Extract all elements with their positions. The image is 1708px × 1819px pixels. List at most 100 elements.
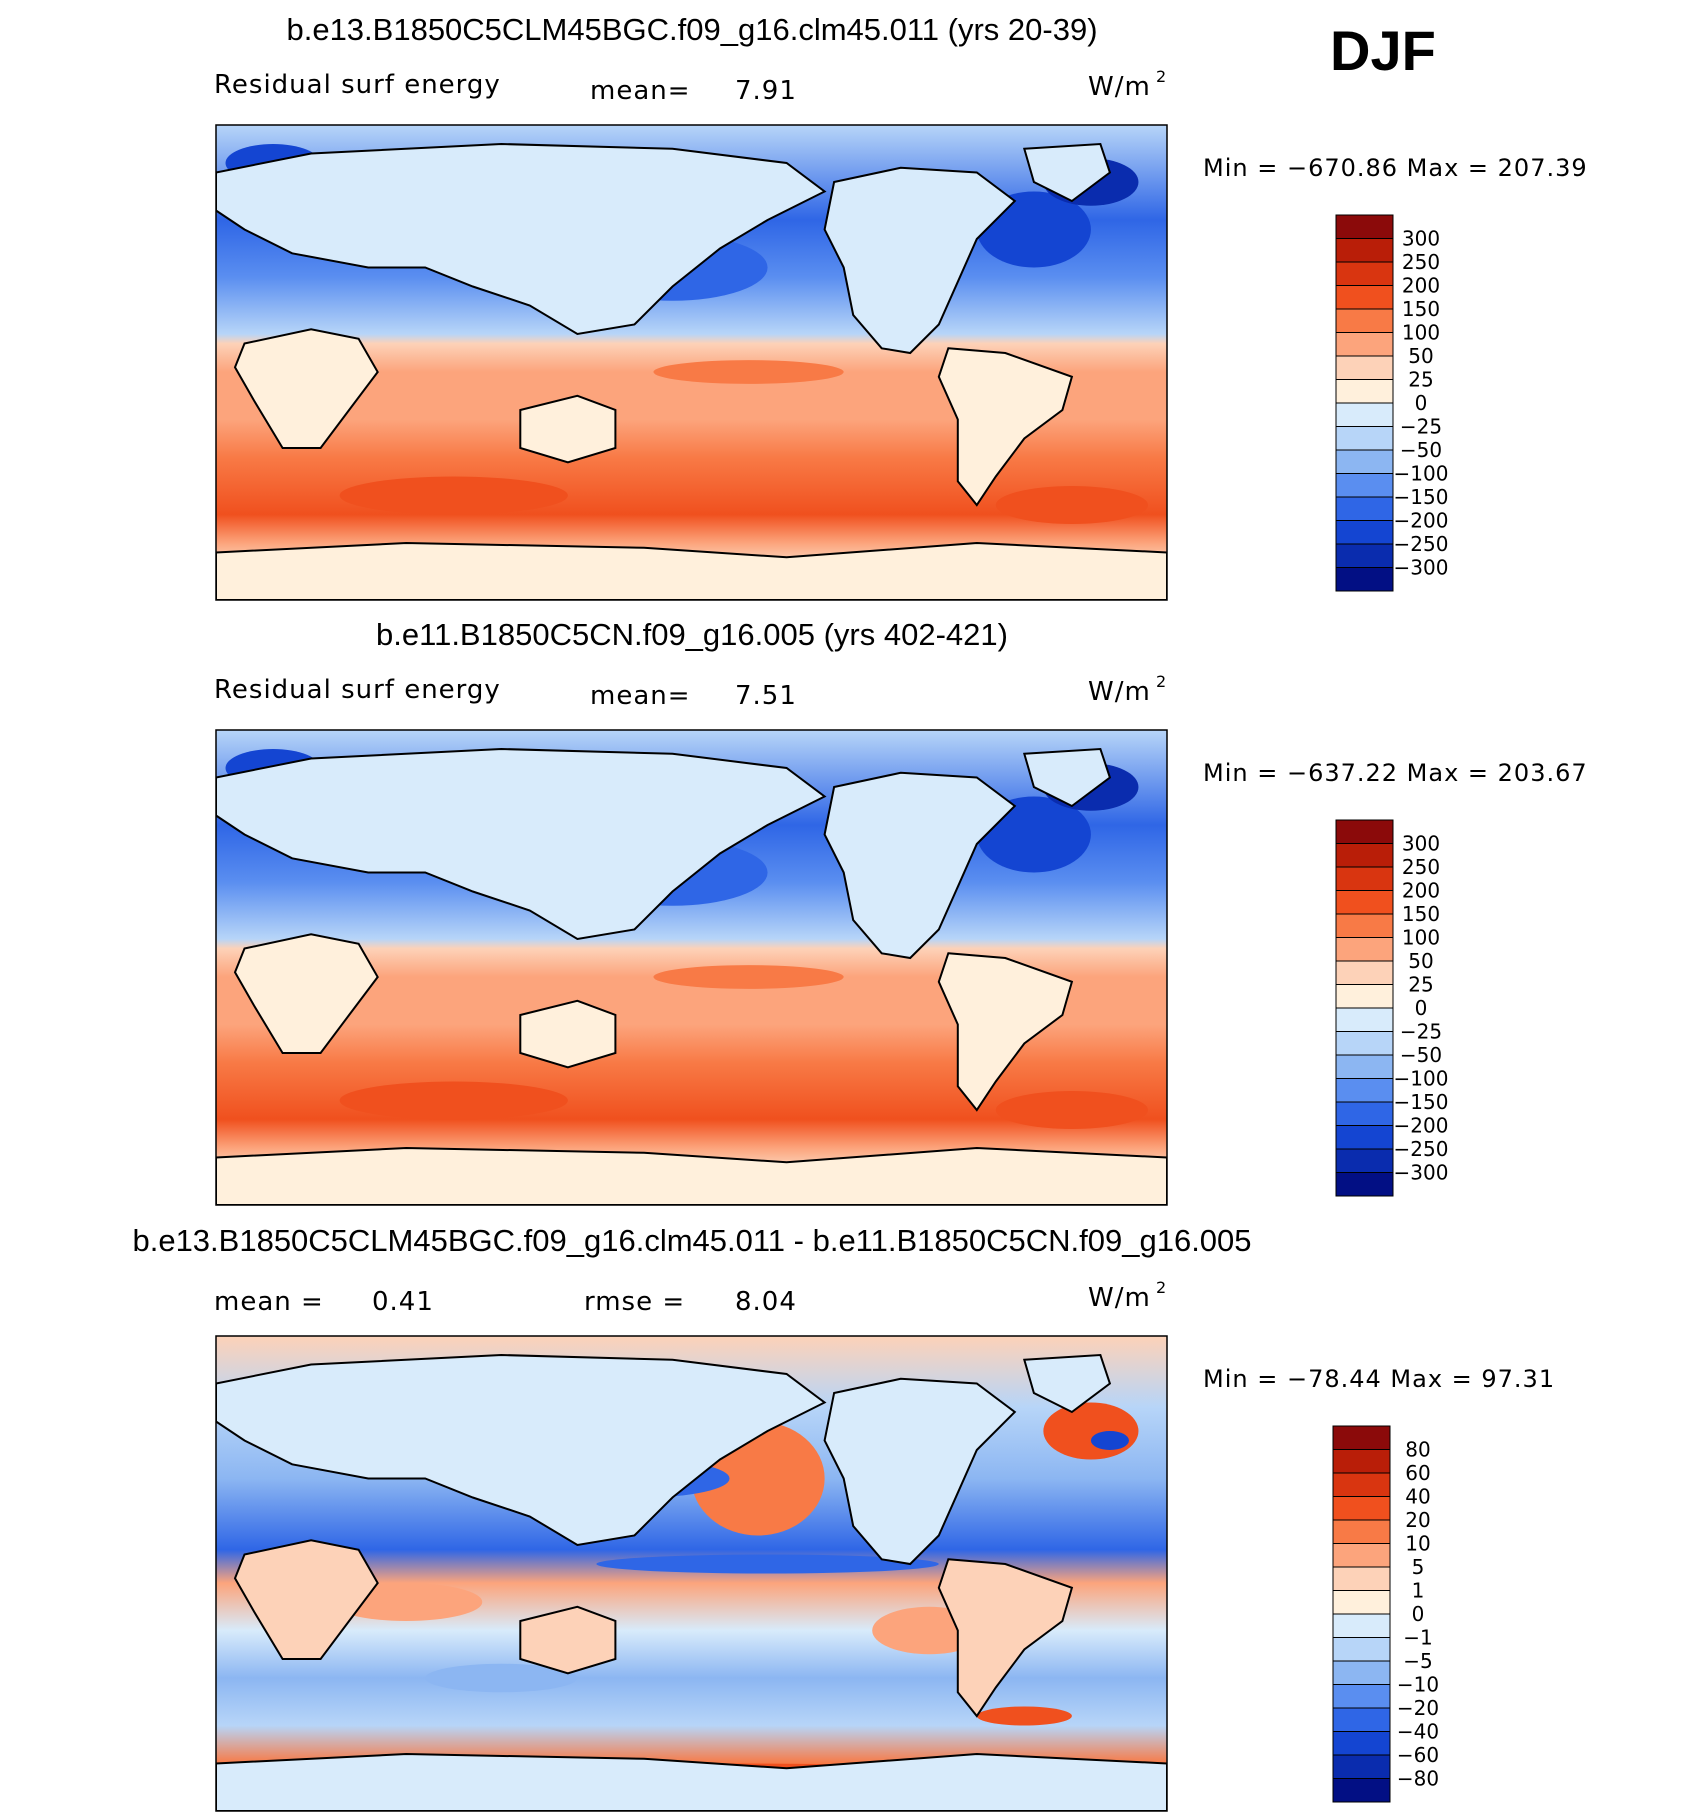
colorbar: 30025020015010050250−25−50−100−150−200−2…	[1335, 214, 1449, 592]
map-field	[216, 1336, 1167, 1811]
colorbar-swatch	[1332, 1778, 1391, 1803]
colorbar-tick-label: 10	[1405, 1532, 1430, 1556]
units-label: W/m	[1088, 677, 1151, 707]
colorbar-tick-label: −1	[1403, 1626, 1432, 1650]
colorbar-tick-label: −5	[1403, 1649, 1432, 1673]
land-americaN	[823, 1377, 1017, 1566]
colorbar-swatch	[1332, 1731, 1391, 1756]
colorbar-swatch	[1335, 1031, 1394, 1056]
colorbar-tick-label: 60	[1405, 1461, 1430, 1485]
colorbar-swatch	[1335, 1054, 1394, 1079]
colorbar-tick-label: −200	[1394, 509, 1449, 533]
panel-title: b.e13.B1850C5CLM45BGC.f09_g16.clm45.011 …	[286, 12, 1097, 47]
panel-title: b.e11.B1850C5CN.f09_g16.005 (yrs 402-421…	[376, 617, 1008, 652]
colorbar-tick-label: 50	[1408, 344, 1433, 368]
stat2-label: rmse =	[584, 1287, 685, 1317]
map-field	[216, 125, 1167, 600]
colorbar-swatch	[1335, 238, 1394, 263]
land-eurasia	[216, 747, 827, 941]
colorbar-swatch	[1335, 473, 1394, 498]
stat1-value: 0.41	[372, 1287, 434, 1317]
colorbar-tick-label: −300	[1394, 1161, 1449, 1185]
colorbar-swatch	[1335, 984, 1394, 1009]
colorbar-swatch	[1335, 937, 1394, 962]
land-greenland	[1022, 747, 1112, 808]
stat2-value: 8.04	[735, 1287, 797, 1317]
colorbar-swatch	[1335, 402, 1394, 427]
land-greenland	[1022, 1353, 1112, 1414]
min-max-label: Min = −78.44 Max = 97.31	[1203, 1365, 1555, 1393]
panel-difference: b.e13.B1850C5CLM45BGC.f09_g16.clm45.011 …	[132, 1223, 1555, 1812]
colorbar-tick-label: −150	[1394, 485, 1449, 509]
stat1-value: 7.91	[735, 76, 797, 106]
colorbar-tick-label: 200	[1402, 879, 1440, 903]
land-antarctic	[216, 541, 1167, 600]
units-superscript: 2	[1156, 672, 1167, 691]
colorbar-swatch	[1335, 520, 1394, 545]
stat1-value: 7.51	[735, 681, 797, 711]
colorbar-tick-label: 25	[1408, 973, 1433, 997]
land-greenland	[1022, 142, 1112, 203]
colorbar-tick-label: −250	[1394, 532, 1449, 556]
land-australia	[519, 1605, 617, 1675]
colorbar-swatch	[1335, 261, 1394, 286]
colorbar-swatch	[1332, 1660, 1391, 1685]
land-africa	[233, 328, 379, 449]
min-max-label: Min = −670.86 Max = 207.39	[1203, 154, 1588, 182]
colorbar-tick-label: −80	[1397, 1767, 1439, 1791]
colorbar-swatch	[1335, 449, 1394, 474]
colorbar-tick-label: −60	[1397, 1743, 1439, 1767]
colorbar-swatch	[1335, 960, 1394, 985]
colorbar-swatch	[1332, 1449, 1391, 1474]
colorbar-swatch	[1335, 379, 1394, 404]
colorbar-swatch	[1332, 1566, 1391, 1591]
colorbar-swatch	[1332, 1590, 1391, 1615]
land-australia	[519, 999, 617, 1069]
colorbar-swatch	[1335, 1148, 1394, 1173]
colorbar-tick-label: 300	[1402, 832, 1440, 856]
colorbar-tick-label: 0	[1412, 1602, 1425, 1626]
colorbar-swatch	[1335, 1172, 1394, 1197]
colorbar-swatch	[1335, 543, 1394, 568]
land-americaS	[937, 1558, 1074, 1718]
colorbar-tick-label: 300	[1402, 227, 1440, 251]
colorbar-tick-label: −100	[1394, 462, 1449, 486]
map-frame	[215, 729, 1168, 1206]
colorbar-tick-label: 0	[1415, 391, 1428, 415]
colorbar-tick-label: 100	[1402, 926, 1440, 950]
colorbar-swatch	[1332, 1754, 1391, 1779]
colorbar-tick-label: −10	[1397, 1673, 1439, 1697]
colorbar-swatch	[1335, 567, 1394, 592]
colorbar-swatch	[1335, 1101, 1394, 1126]
colorbar-tick-label: −50	[1400, 438, 1442, 462]
colorbar-tick-label: −250	[1394, 1137, 1449, 1161]
colorbar-swatch	[1332, 1519, 1391, 1544]
colorbar-tick-label: −25	[1400, 415, 1442, 439]
colorbar-tick-label: −300	[1394, 556, 1449, 580]
colorbar-tick-label: −150	[1394, 1090, 1449, 1114]
colorbar-swatch	[1335, 866, 1394, 891]
stat1-label: mean=	[590, 681, 691, 711]
colorbar-swatch	[1332, 1496, 1391, 1521]
min-max-label: Min = −637.22 Max = 203.67	[1203, 759, 1588, 787]
map-field	[216, 730, 1167, 1205]
panel-title: b.e13.B1850C5CLM45BGC.f09_g16.clm45.011 …	[132, 1223, 1251, 1258]
colorbar-tick-label: 20	[1405, 1508, 1430, 1532]
colorbar-tick-label: 100	[1402, 321, 1440, 345]
colorbar-swatch	[1335, 214, 1394, 239]
colorbar-tick-label: 5	[1412, 1555, 1425, 1579]
colorbar-swatch	[1332, 1425, 1391, 1450]
colorbar-swatch	[1335, 285, 1394, 310]
season-label: DJF	[1330, 19, 1436, 82]
colorbar-tick-label: 250	[1402, 250, 1440, 274]
land-antarctic	[216, 1146, 1167, 1205]
colorbar-tick-label: −20	[1397, 1696, 1439, 1720]
colorbar-swatch	[1332, 1684, 1391, 1709]
land-americaS	[937, 952, 1074, 1112]
colorbar-tick-label: −100	[1394, 1067, 1449, 1091]
colorbar-tick-label: 150	[1402, 902, 1440, 926]
colorbar-swatch	[1335, 1125, 1394, 1150]
colorbar-tick-label: −25	[1400, 1020, 1442, 1044]
